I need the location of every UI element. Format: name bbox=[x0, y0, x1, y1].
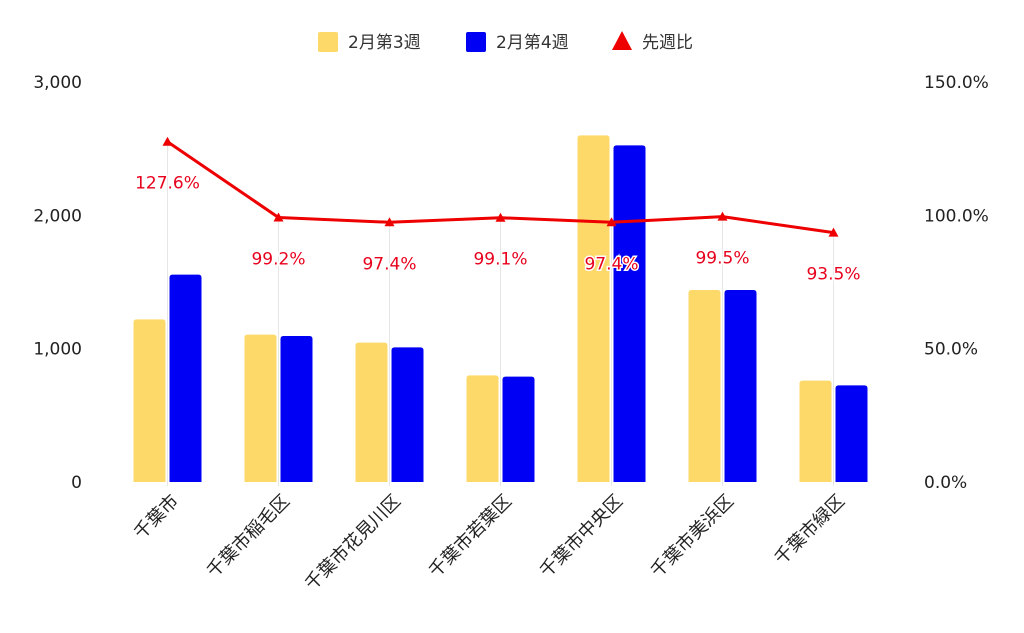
x-tick-label: 千葉市中央区 bbox=[536, 491, 627, 582]
y-axis-left: 0 1,000 2,000 3,000 bbox=[33, 73, 82, 493]
x-axis: 千葉市 千葉市稲毛区 千葉市花見川区 千葉市若葉区 千葉市中央区 千葉市美浜区 千葉市緑区 bbox=[130, 491, 849, 595]
line-point-marker bbox=[717, 211, 728, 221]
bar bbox=[466, 375, 499, 482]
ratio-line bbox=[162, 136, 839, 237]
legend-item: 2月第4週 bbox=[466, 32, 569, 53]
bar bbox=[280, 336, 313, 482]
bar bbox=[577, 135, 610, 483]
x-tick-label: 千葉市美浜区 bbox=[647, 491, 738, 582]
legend-label: 先週比 bbox=[642, 33, 693, 53]
data-label: 127.6% bbox=[135, 174, 200, 194]
x-tick-label: 千葉市稲毛区 bbox=[203, 491, 294, 582]
data-label: 99.1% bbox=[473, 250, 527, 270]
data-label: 99.5% bbox=[695, 249, 749, 269]
legend-swatch bbox=[612, 31, 632, 50]
y-left-tick-label: 0 bbox=[71, 473, 82, 493]
line-point-marker bbox=[606, 217, 617, 227]
line-point-marker bbox=[273, 212, 284, 222]
bar bbox=[355, 342, 388, 482]
y-right-tick-label: 100.0% bbox=[924, 206, 989, 226]
legend: 2月第3週 2月第4週 先週比 bbox=[318, 31, 693, 53]
y-right-tick-label: 150.0% bbox=[924, 73, 989, 93]
bar bbox=[244, 334, 277, 482]
bar bbox=[724, 290, 757, 482]
y-right-tick-label: 0.0% bbox=[924, 473, 967, 493]
bar bbox=[799, 380, 832, 482]
legend-item: 先週比 bbox=[612, 31, 693, 53]
bar bbox=[391, 347, 424, 482]
bar bbox=[613, 145, 646, 483]
category-guides bbox=[167, 137, 834, 486]
x-tick-label: 千葉市花見川区 bbox=[301, 491, 405, 595]
line-point-marker bbox=[162, 136, 173, 146]
x-tick-label: 千葉市緑区 bbox=[771, 491, 849, 569]
line-point-marker bbox=[828, 227, 839, 237]
y-right-tick-label: 50.0% bbox=[924, 340, 978, 360]
data-label: 99.2% bbox=[251, 249, 305, 269]
bar bbox=[835, 385, 868, 482]
legend-label: 2月第4週 bbox=[496, 33, 569, 53]
y-left-tick-label: 2,000 bbox=[33, 206, 82, 226]
data-label: 97.4% bbox=[362, 254, 416, 274]
legend-label: 2月第3週 bbox=[348, 33, 421, 53]
line-point-marker bbox=[384, 217, 395, 227]
bars bbox=[133, 135, 868, 483]
data-label: 97.4% bbox=[584, 254, 638, 274]
y-left-tick-label: 3,000 bbox=[33, 73, 82, 93]
bar bbox=[169, 274, 202, 482]
ratio-labels: 127.6% 99.2% 97.4% 99.1% 97.4% 99.5% 93.5% bbox=[134, 172, 862, 286]
legend-item: 2月第3週 bbox=[318, 32, 421, 53]
line-point-marker bbox=[495, 212, 506, 222]
legend-swatch bbox=[466, 32, 486, 52]
bar bbox=[502, 376, 535, 482]
data-label: 93.5% bbox=[806, 265, 860, 285]
x-tick-label: 千葉市若葉区 bbox=[425, 491, 516, 582]
x-tick-label: 千葉市 bbox=[130, 491, 183, 544]
legend-swatch bbox=[318, 32, 338, 52]
bar bbox=[688, 290, 721, 482]
bar bbox=[133, 319, 166, 482]
y-axis-right: 0.0% 50.0% 100.0% 150.0% bbox=[924, 73, 989, 493]
y-left-tick-label: 1,000 bbox=[33, 340, 82, 360]
